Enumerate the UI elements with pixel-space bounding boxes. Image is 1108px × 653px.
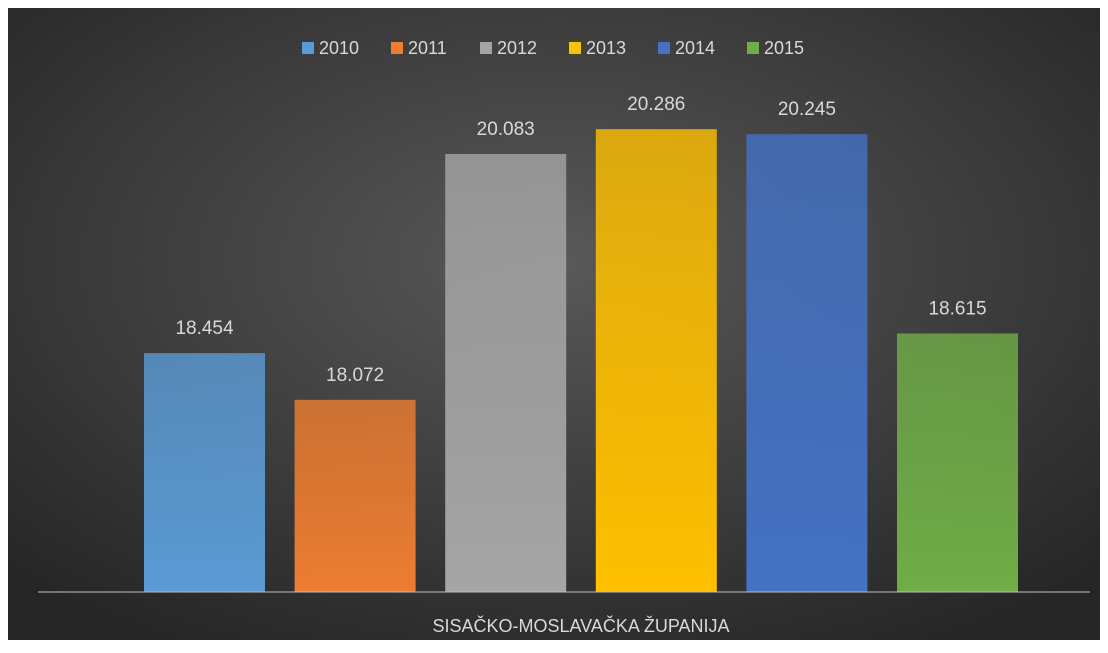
legend-label: 2011 [408,38,447,58]
x-tick-label: SISAČKO-MOSLAVAČKA ŽUPANIJA [432,615,729,636]
bar [294,399,416,592]
bar [445,153,567,592]
data-label: 18.454 [175,318,234,339]
legend-swatch [569,42,581,54]
data-label: 18.072 [326,365,384,386]
legend-swatch [480,42,492,54]
bar [897,333,1018,592]
bar [746,134,868,592]
data-label: 20.286 [627,94,685,115]
legend-swatch [302,42,314,54]
data-label: 18.615 [928,298,986,319]
legend-label: 2015 [764,38,804,58]
data-label: 20.083 [477,119,535,140]
legend-swatch [658,42,670,54]
legend-label: 2012 [497,38,537,58]
bar [144,353,265,592]
legend-label: 2013 [586,38,626,58]
legend-swatch [391,42,403,54]
bar [595,129,717,592]
legend-label: 2014 [675,38,715,58]
legend-label: 2010 [319,38,359,58]
legend-swatch [747,42,759,54]
data-label: 20.245 [778,99,836,120]
